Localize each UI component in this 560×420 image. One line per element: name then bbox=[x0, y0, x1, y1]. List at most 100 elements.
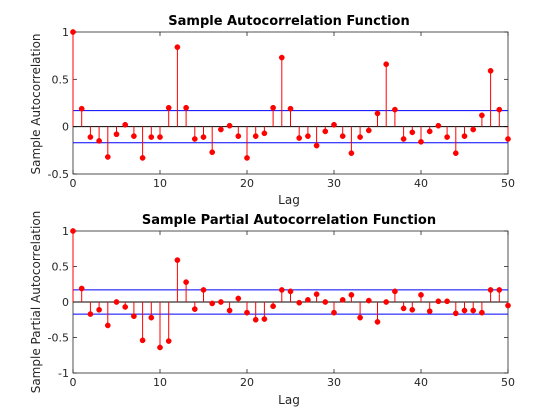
pacf-stem-marker bbox=[305, 297, 311, 303]
acf-stem-marker bbox=[418, 138, 424, 145]
acf-stem-marker bbox=[305, 133, 311, 139]
pacf-stem-marker bbox=[200, 287, 207, 293]
pacf-stem-marker bbox=[461, 307, 468, 314]
acf-stem-marker bbox=[148, 134, 155, 140]
pacf-xtick-label: 20 bbox=[240, 376, 254, 389]
pacf-stem-marker bbox=[87, 311, 94, 317]
pacf-stem-marker bbox=[174, 257, 181, 263]
acf-stem-marker bbox=[331, 121, 337, 128]
pacf-stem-marker bbox=[505, 302, 511, 309]
acf-stem-marker bbox=[374, 110, 381, 117]
acf-stem-marker bbox=[435, 122, 442, 129]
pacf-stem-marker bbox=[409, 306, 416, 313]
acf-xtick-label: 30 bbox=[327, 177, 341, 190]
pacf-stem-marker bbox=[374, 319, 381, 325]
acf-stem-marker bbox=[261, 130, 268, 137]
acf-stem-marker bbox=[131, 133, 137, 139]
pacf-stem-marker bbox=[296, 299, 303, 306]
acf-stem-marker bbox=[470, 126, 477, 133]
acf-stem-marker bbox=[122, 121, 129, 128]
acf-stem-marker bbox=[113, 131, 120, 138]
pacf-stem-marker bbox=[444, 298, 450, 305]
pacf-stem-marker bbox=[365, 297, 372, 304]
acf-stem-marker bbox=[452, 150, 459, 157]
acf-ylabel: Sample Autocorrelation bbox=[29, 33, 43, 174]
pacf-stem-marker bbox=[218, 299, 224, 305]
pacf-stem-marker bbox=[278, 287, 285, 293]
pacf-stem-marker bbox=[191, 306, 198, 312]
pacf-xlabel: Lag bbox=[278, 393, 300, 407]
acf-stem-marker bbox=[157, 134, 163, 140]
acf-plot-area bbox=[72, 31, 509, 175]
pacf-stem-marker bbox=[148, 314, 155, 321]
acf-stem-marker bbox=[183, 104, 189, 111]
pacf-stem-marker bbox=[261, 316, 268, 322]
acf-stem-marker bbox=[322, 128, 329, 135]
pacf-stem-marker bbox=[426, 308, 433, 315]
acf-stem-marker bbox=[218, 126, 224, 133]
pacf-stem-marker bbox=[331, 309, 337, 316]
pacf-stem-marker bbox=[78, 285, 85, 292]
pacf-ytick-label: 0.5 bbox=[52, 261, 70, 274]
acf-ytick-label: 0.5 bbox=[52, 73, 70, 86]
acf-stem-marker bbox=[287, 105, 294, 112]
pacf-ylabel: Sample Partial Autocorrelation bbox=[29, 211, 43, 394]
pacf-stem-marker bbox=[113, 299, 120, 305]
acf-stem-marker bbox=[235, 133, 242, 139]
pacf-ytick-label: 1 bbox=[62, 225, 69, 238]
acf-stem-marker bbox=[357, 134, 363, 140]
pacf-stem-marker bbox=[392, 288, 398, 295]
pacf-stem-marker bbox=[383, 299, 390, 305]
pacf-stem-marker bbox=[157, 344, 163, 351]
pacf-stem-marker bbox=[270, 303, 276, 310]
pacf-axes: Sample Partial Autocorrelation Function … bbox=[29, 211, 515, 407]
acf-stem-marker bbox=[226, 122, 233, 129]
pacf-stem-marker bbox=[183, 279, 189, 285]
acf-stem-marker bbox=[78, 105, 85, 112]
pacf-stem-marker bbox=[209, 300, 216, 307]
pacf-stem-marker bbox=[452, 310, 459, 317]
pacf-ytick-label: -0.5 bbox=[48, 332, 69, 345]
acf-stem-marker bbox=[365, 127, 372, 134]
pacf-stem-marker bbox=[139, 337, 146, 344]
acf-xtick-label: 50 bbox=[501, 177, 515, 190]
pacf-stem-marker bbox=[70, 228, 76, 234]
acf-stem-marker bbox=[487, 67, 494, 74]
acf-stem-marker bbox=[139, 155, 146, 161]
acf-title: Sample Autocorrelation Function bbox=[168, 14, 409, 29]
acf-xtick-label: 10 bbox=[153, 177, 167, 190]
acf-stem-marker bbox=[313, 142, 320, 149]
pacf-xtick-label: 50 bbox=[501, 376, 515, 389]
acf-stem-marker bbox=[278, 54, 285, 61]
pacf-xtick-label: 30 bbox=[327, 376, 341, 389]
pacf-stem-marker bbox=[357, 314, 363, 321]
pacf-ytick-label: 0 bbox=[62, 296, 69, 309]
acf-xtick-label: 0 bbox=[70, 177, 77, 190]
acf-stem-marker bbox=[505, 136, 511, 142]
acf-stem-marker bbox=[392, 106, 398, 113]
pacf-ytick-label: -1 bbox=[58, 367, 69, 380]
pacf-xtick-label: 40 bbox=[414, 376, 428, 389]
acf-stem-marker bbox=[70, 29, 76, 35]
acf-ytick-label: 1 bbox=[62, 26, 69, 39]
pacf-stem-marker bbox=[104, 322, 111, 329]
pacf-stem-marker bbox=[244, 309, 250, 316]
pacf-stem-marker bbox=[322, 299, 329, 305]
acf-stem-marker bbox=[496, 106, 503, 113]
acf-stem-marker bbox=[444, 134, 450, 140]
acf-stem-marker bbox=[191, 136, 198, 142]
acf-stem-marker bbox=[296, 135, 303, 141]
pacf-stem-marker bbox=[487, 287, 494, 293]
acf-stem-marker bbox=[348, 150, 355, 157]
acf-stem-marker bbox=[400, 136, 407, 142]
pacf-title: Sample Partial Autocorrelation Function bbox=[142, 213, 436, 228]
acf-xtick-label: 40 bbox=[414, 177, 428, 190]
acf-stem-marker bbox=[339, 133, 346, 139]
acf-ytick-label: 0 bbox=[62, 121, 69, 134]
pacf-stem-marker bbox=[287, 288, 294, 295]
pacf-xtick-label: 10 bbox=[153, 376, 167, 389]
pacf-stem-marker bbox=[496, 287, 503, 293]
acf-ytick-label: -0.5 bbox=[48, 168, 69, 181]
pacf-stem-marker bbox=[435, 298, 442, 305]
